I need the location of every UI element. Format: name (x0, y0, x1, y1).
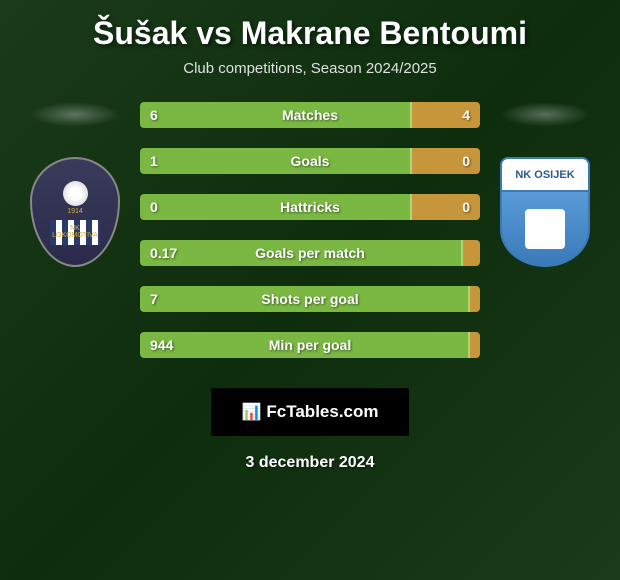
crest-name-left: NK LOKOMOTIVA (50, 220, 100, 245)
stat-row: 944 Min per goal (140, 332, 480, 358)
stat-label: Hattricks (280, 199, 340, 215)
stat-bar-left (140, 148, 412, 174)
ellipse-shadow-right (500, 102, 590, 127)
stat-value-left: 1 (150, 153, 158, 169)
stat-value-left: 0 (150, 199, 158, 215)
stat-value-right: 0 (462, 199, 470, 215)
footer: 📊 FcTables.com 3 december 2024 (0, 388, 620, 472)
stat-value-right: 4 (462, 107, 470, 123)
right-team-crest: NK OSIJEK (500, 157, 590, 267)
stat-label: Min per goal (269, 337, 351, 353)
brand-text: FcTables.com (266, 402, 378, 421)
header: Šušak vs Makrane Bentoumi Club competiti… (0, 0, 620, 82)
stat-label: Shots per goal (261, 291, 358, 307)
stat-value-left: 6 (150, 107, 158, 123)
stat-bar-left (140, 194, 412, 220)
stat-label: Matches (282, 107, 338, 123)
stat-row: 7 Shots per goal (140, 286, 480, 312)
stat-row: 0.17 Goals per match (140, 240, 480, 266)
crest-right-name: NK OSIJEK (500, 157, 590, 192)
left-team-crest: 1914 NK LOKOMOTIVA (30, 157, 120, 267)
ball-icon (63, 181, 88, 206)
crest-left-label: NK LOKOMOTIVA (50, 225, 100, 239)
page-title: Šušak vs Makrane Bentoumi (0, 15, 620, 52)
stat-value-left: 0.17 (150, 245, 177, 261)
bridge-icon (525, 209, 565, 249)
stat-bar-right (463, 240, 480, 266)
brand-box: 📊 FcTables.com (211, 388, 408, 436)
stats-container: 6 4 Matches 1 0 Goals 0 0 Hattricks 0.17 Goals per… (140, 102, 480, 358)
ellipse-shadow-left (30, 102, 120, 127)
stat-value-left: 944 (150, 337, 173, 353)
main-content: 1914 NK LOKOMOTIVA 6 4 Matches 1 0 Goals 0 0 Hat… (0, 82, 620, 378)
stat-label: Goals (291, 153, 330, 169)
stat-bar-left (140, 102, 412, 128)
chart-icon: 📊 (241, 402, 261, 422)
stat-value-right: 0 (462, 153, 470, 169)
crest-right-body (500, 192, 590, 267)
right-crest-container: NK OSIJEK (495, 102, 595, 267)
stat-bar-right (470, 332, 480, 358)
stat-row: 6 4 Matches (140, 102, 480, 128)
stat-bar-right (470, 286, 480, 312)
stat-row: 0 0 Hattricks (140, 194, 480, 220)
stat-row: 1 0 Goals (140, 148, 480, 174)
stat-value-left: 7 (150, 291, 158, 307)
date: 3 december 2024 (0, 454, 620, 472)
left-crest-container: 1914 NK LOKOMOTIVA (25, 102, 125, 267)
stat-label: Goals per match (255, 245, 365, 261)
crest-year: 1914 (67, 208, 83, 216)
subtitle: Club competitions, Season 2024/2025 (0, 60, 620, 77)
